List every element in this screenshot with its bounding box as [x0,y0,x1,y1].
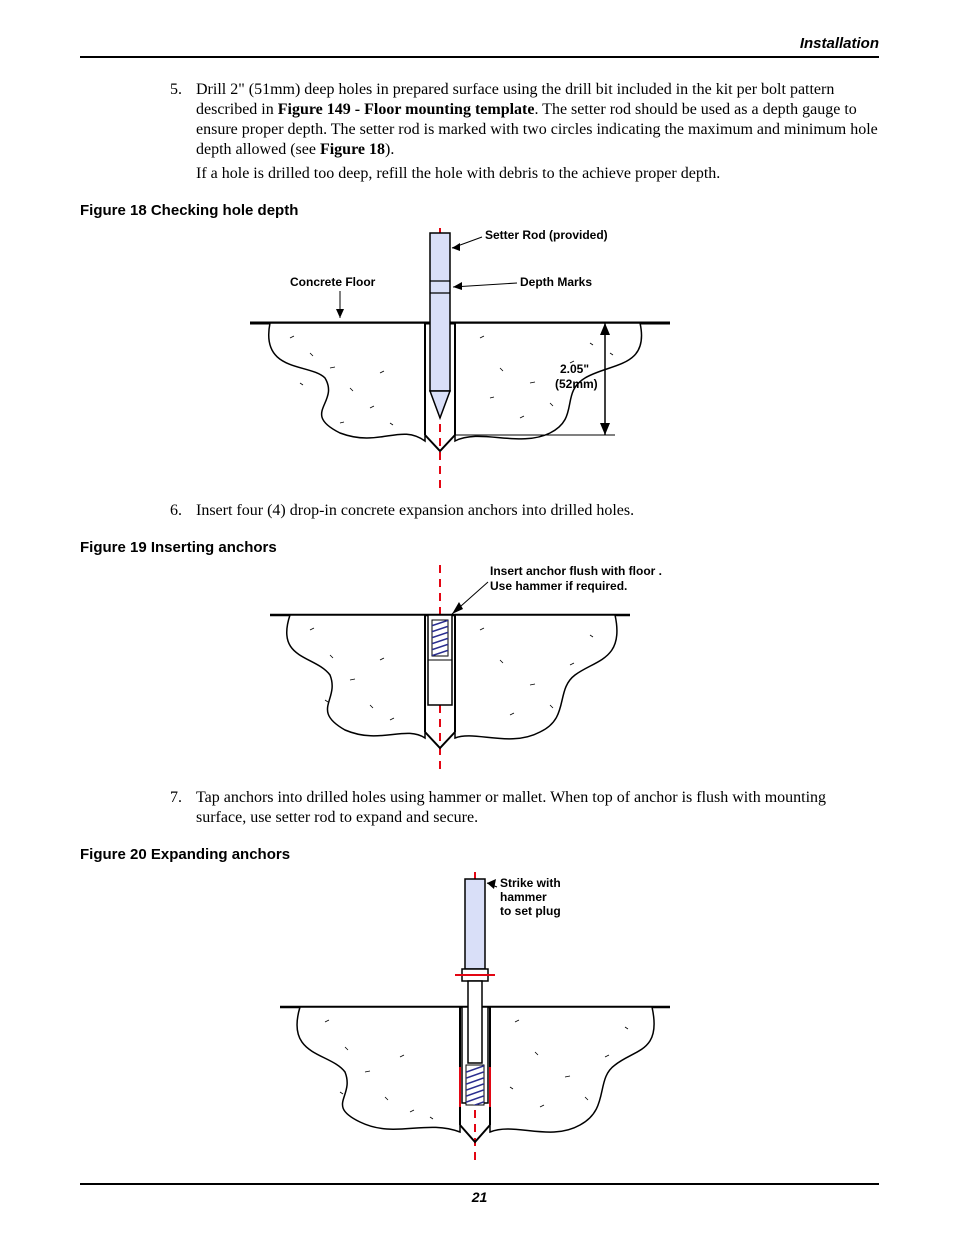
label-insert-2: Use hammer if required. [490,579,627,593]
arrowhead [487,879,496,889]
concrete-right [490,1007,654,1132]
list-body: Drill 2" (51mm) deep holes in prepared s… [196,80,879,184]
label-dim-in: 2.05" [560,362,589,376]
concrete-right [455,323,642,441]
label-strike-3: to set plug [500,904,561,918]
diagram-svg: Strike with hammer to set plug [230,867,730,1167]
page-header: Installation [80,35,879,58]
ordered-list: 5. Drill 2" (51mm) deep holes in prepare… [80,80,879,184]
leader [453,283,517,287]
setter-rod-tip [430,391,450,418]
concrete-left [286,615,424,738]
arrowhead [600,423,610,435]
concrete-left [268,323,424,441]
label-strike-1: Strike with [500,876,561,890]
label-concrete-floor: Concrete Floor [290,275,376,289]
page-number: 21 [472,1189,488,1205]
figure-18: Setter Rod (provided) Concrete Floor Dep… [80,223,879,493]
list-number: 6. [170,501,196,521]
list-body: Tap anchors into drilled holes using ham… [196,788,879,828]
list-item: 5. Drill 2" (51mm) deep holes in prepare… [170,80,879,184]
concrete-right [455,615,617,739]
setter-rod [465,879,485,969]
list-item: 6. Insert four (4) drop-in concrete expa… [170,501,879,521]
text: If a hole is drilled too deep, refill th… [196,165,720,182]
label-dim-mm: (52mm) [555,377,598,391]
label-strike-2: hammer [500,890,547,904]
bold-ref: Figure 18 [320,141,385,158]
figure-19: Insert anchor flush with floor . Use ham… [80,560,879,780]
list-body: Insert four (4) drop-in concrete expansi… [196,501,634,521]
arrowhead [452,602,463,614]
list-number: 7. [170,788,196,828]
label-depth-marks: Depth Marks [520,275,592,289]
figure-caption: Figure 19 Inserting anchors [80,539,879,556]
label-setter-rod: Setter Rod (provided) [485,228,608,242]
figure-caption: Figure 20 Expanding anchors [80,846,879,863]
setter-rod-shaft [468,981,482,1063]
list-item: 7. Tap anchors into drilled holes using … [170,788,879,828]
diagram-svg: Setter Rod (provided) Concrete Floor Dep… [230,223,730,493]
arrowhead [453,282,462,290]
concrete-left [296,1007,459,1132]
label-insert-1: Insert anchor flush with floor . [490,564,662,578]
section-title: Installation [800,35,879,52]
text: ). [385,141,394,158]
diagram-svg: Insert anchor flush with floor . Use ham… [230,560,730,780]
bold-ref: Figure 149 - Floor mounting template [278,101,535,118]
list-number: 5. [170,80,196,184]
arrowhead [336,309,344,318]
arrowhead [452,243,460,251]
figure-caption: Figure 18 Checking hole depth [80,202,879,219]
page-footer: 21 [80,1183,879,1205]
setter-rod [430,233,450,391]
figure-20: Strike with hammer to set plug [80,867,879,1167]
